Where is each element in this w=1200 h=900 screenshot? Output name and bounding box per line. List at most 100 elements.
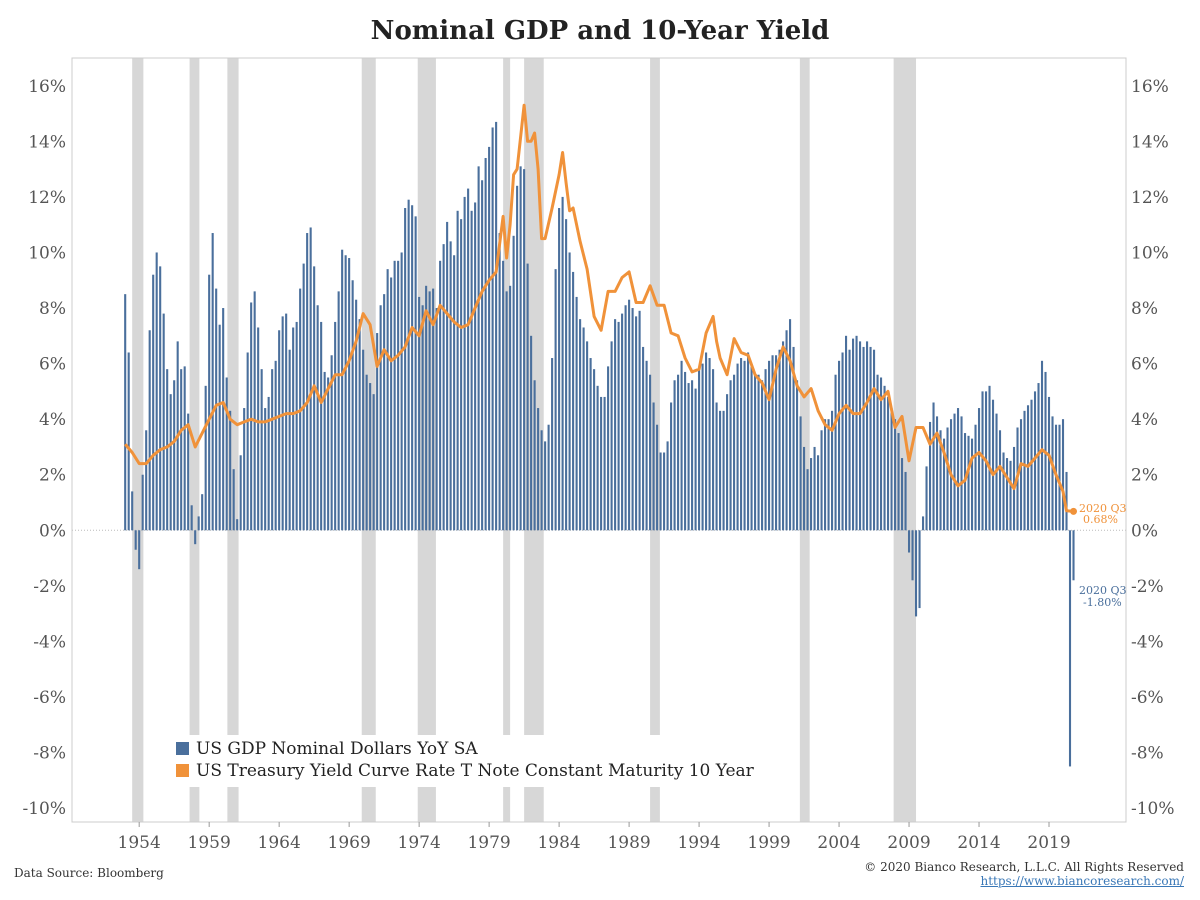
gdp-bar <box>946 427 949 531</box>
y-tick-label-left: 12% <box>28 188 66 208</box>
y-tick-label-right: 16% <box>1131 77 1169 97</box>
gdp-bar <box>330 355 333 531</box>
gdp-bar <box>719 410 722 531</box>
y-tick-label-right: 2% <box>1131 466 1158 486</box>
gdp-bar <box>295 321 298 531</box>
y-tick-label-right: 4% <box>1131 410 1158 430</box>
gdp-bar <box>453 255 456 531</box>
gdp-bar <box>425 285 428 531</box>
gdp-bar <box>215 288 218 531</box>
gdp-bar <box>523 169 526 531</box>
gdp-bar <box>659 452 662 531</box>
gdp-bar <box>1019 419 1023 531</box>
gdp-bar <box>414 216 417 531</box>
gdp-bar <box>278 330 281 531</box>
gdp-bar <box>400 252 403 531</box>
y-tick-label-right: -4% <box>1131 632 1164 652</box>
website-link[interactable]: https://www.biancoresearch.com/ <box>980 874 1184 888</box>
y-tick-label-right: 0% <box>1131 521 1158 541</box>
gdp-bar <box>649 374 652 531</box>
chart-title: Nominal GDP and 10-Year Yield <box>370 16 830 46</box>
gdp-bar <box>544 441 547 531</box>
gdp-bar <box>698 369 701 531</box>
gdp-bar <box>785 330 788 531</box>
gdp-bar <box>1037 383 1040 531</box>
y-tick-label-left: 2% <box>39 466 66 486</box>
gdp-bar <box>348 258 351 531</box>
gdp-bar <box>257 327 260 531</box>
x-tick-label: 1984 <box>537 833 580 853</box>
gdp-bar <box>712 369 715 531</box>
gdp-bar <box>288 349 291 531</box>
gdp-bar <box>124 294 127 531</box>
annotation-gdp-value: -1.80% <box>1083 596 1122 609</box>
gdp-bar <box>421 305 424 531</box>
legend-label-yield: US Treasury Yield Curve Rate T Note Cons… <box>196 761 755 781</box>
gdp-bar <box>789 319 792 531</box>
gdp-bar <box>537 408 540 531</box>
gdp-bar <box>869 346 872 531</box>
gdp-bar <box>642 346 645 531</box>
gdp-bar <box>267 396 270 531</box>
gdp-bar <box>407 199 410 531</box>
gdp-bar <box>684 371 687 531</box>
gdp-bar <box>645 360 648 531</box>
gdp-bar <box>956 408 960 531</box>
gdp-bar <box>914 530 918 617</box>
annotation-yield-value: 0.68% <box>1083 513 1118 526</box>
data-source-note: Data Source: Bloomberg <box>14 866 164 880</box>
y-tick-label-left: -4% <box>33 632 66 652</box>
gdp-bar <box>474 202 477 531</box>
gdp-bar <box>204 385 207 531</box>
gdp-bar <box>155 252 158 531</box>
gdp-bar <box>628 299 631 531</box>
gdp-bar <box>617 321 620 531</box>
gdp-bar <box>1030 399 1033 531</box>
gdp-bar <box>907 530 911 553</box>
gdp-bar <box>519 166 522 531</box>
gdp-bar <box>911 530 914 581</box>
gdp-bar <box>743 360 746 531</box>
y-tick-label-left: 10% <box>28 243 66 263</box>
gdp-bar <box>362 349 365 531</box>
gdp-bar <box>865 341 869 531</box>
gdp-bar <box>925 466 928 531</box>
annotation-yield-label: 2020 Q3 <box>1079 502 1127 515</box>
gdp-bar <box>977 408 981 531</box>
gdp-bar <box>495 121 498 531</box>
gdp-bar <box>302 263 305 531</box>
gdp-bar <box>589 358 592 531</box>
gdp-bar <box>799 416 802 531</box>
gdp-bar <box>792 346 795 531</box>
legend-swatch-gdp <box>176 742 189 755</box>
y-tick-label-right: 6% <box>1131 355 1158 375</box>
legend-swatch-yield <box>176 764 189 777</box>
gdp-bar <box>418 296 421 531</box>
gdp-bar <box>547 424 550 531</box>
gdp-bar <box>449 241 452 531</box>
gdp-bar <box>194 530 197 545</box>
gdp-bar <box>169 394 172 531</box>
gdp-bar <box>939 430 942 531</box>
gdp-bar <box>904 471 907 531</box>
gdp-bar <box>572 271 575 531</box>
gdp-bar <box>236 519 239 531</box>
gdp-bar <box>988 385 991 531</box>
gdp-bar <box>320 321 323 531</box>
gdp-bar <box>893 419 897 531</box>
gdp-bar <box>803 446 806 531</box>
gdp-bar <box>768 360 771 531</box>
gdp-bar <box>845 335 848 531</box>
x-tick-label: 1964 <box>258 833 301 853</box>
gdp-bar <box>187 413 190 531</box>
gdp-bar <box>376 333 379 531</box>
gdp-bar <box>624 305 627 531</box>
gdp-bar <box>715 402 718 531</box>
gdp-bar <box>491 127 494 531</box>
gdp-bar <box>309 227 312 531</box>
gdp-bar <box>635 316 638 531</box>
gdp-bar <box>1002 452 1005 531</box>
gdp-bar <box>694 388 697 531</box>
gdp-bar <box>656 424 659 531</box>
gdp-bar <box>1009 460 1012 531</box>
